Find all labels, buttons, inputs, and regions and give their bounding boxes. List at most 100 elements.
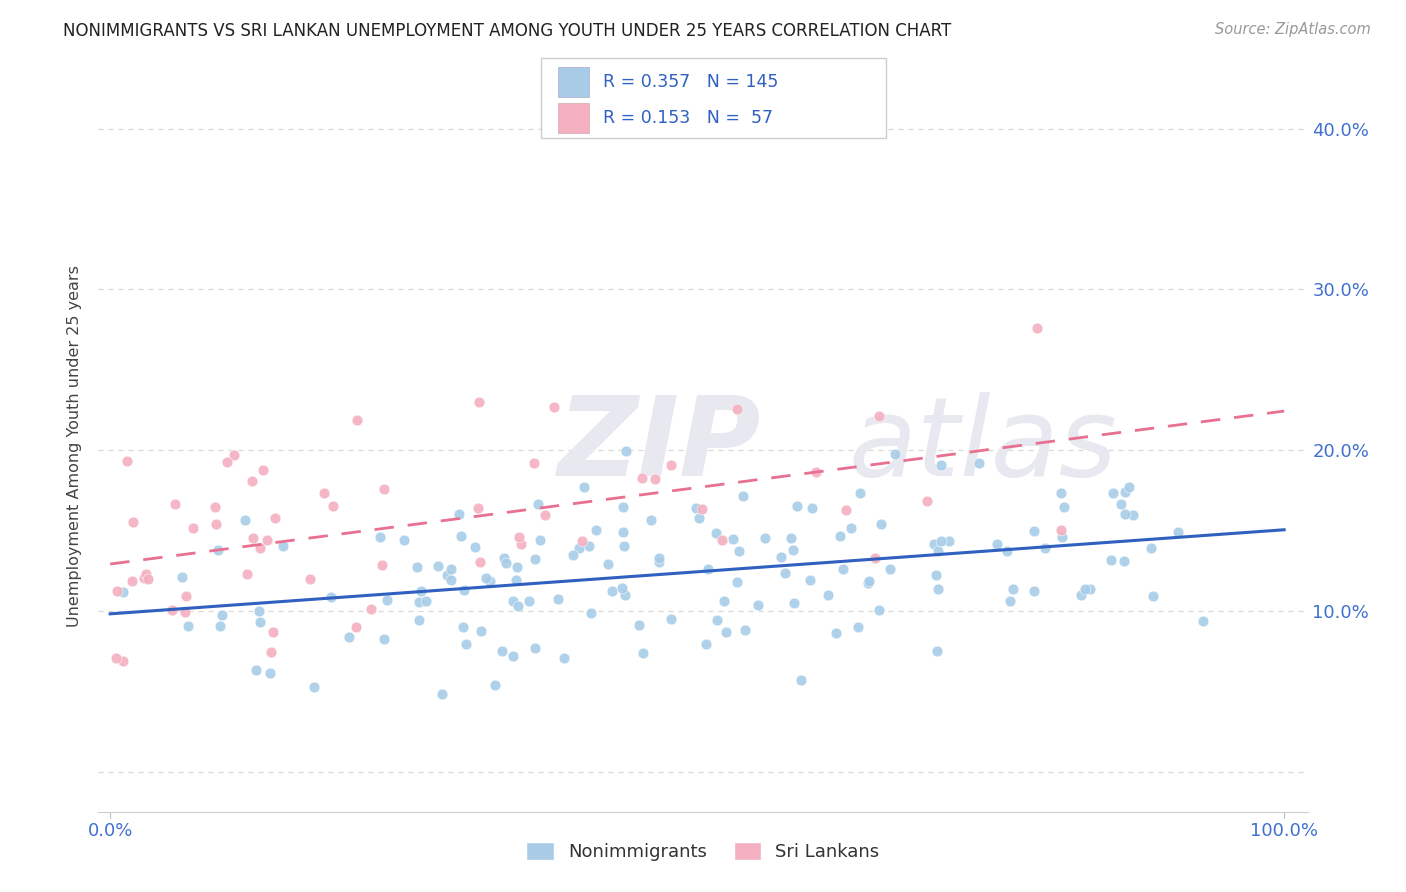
Point <box>436 568 458 582</box>
Point <box>786 500 808 514</box>
Point <box>924 567 946 582</box>
Point <box>1192 615 1215 629</box>
Point <box>1142 589 1164 603</box>
Point <box>377 593 399 607</box>
Point <box>534 508 557 522</box>
Point <box>731 489 754 503</box>
Point <box>631 471 654 485</box>
Point <box>695 637 717 651</box>
Point <box>211 608 233 623</box>
Point <box>468 555 491 569</box>
Point <box>659 458 682 472</box>
Point <box>215 455 238 469</box>
Point <box>865 551 887 566</box>
Point <box>1099 553 1122 567</box>
Point <box>612 500 634 514</box>
Point <box>252 463 274 477</box>
Point <box>846 619 869 633</box>
Point <box>505 573 527 587</box>
Point <box>467 394 489 409</box>
Point <box>800 500 823 515</box>
Point <box>1167 524 1189 539</box>
Point <box>832 562 855 576</box>
Point <box>174 589 197 603</box>
Point <box>782 542 804 557</box>
Point <box>1053 500 1076 514</box>
Point <box>648 550 671 565</box>
Point <box>614 444 637 458</box>
Point <box>506 559 529 574</box>
Point <box>697 562 720 576</box>
Point <box>553 651 575 665</box>
Point <box>105 650 128 665</box>
Point <box>440 561 463 575</box>
Text: ZIP: ZIP <box>558 392 762 500</box>
Point <box>734 623 756 637</box>
Point <box>835 503 858 517</box>
Point <box>262 625 284 640</box>
Point <box>373 632 395 647</box>
Point <box>1139 541 1161 555</box>
Point <box>508 530 530 544</box>
Point <box>406 559 429 574</box>
Point <box>547 591 569 606</box>
Legend: Nonimmigrants, Sri Lankans: Nonimmigrants, Sri Lankans <box>519 835 887 869</box>
Point <box>346 413 368 427</box>
Y-axis label: Unemployment Among Youth under 25 years: Unemployment Among Youth under 25 years <box>67 265 83 627</box>
Point <box>562 548 585 562</box>
Point <box>430 687 453 701</box>
Point <box>773 566 796 581</box>
Point <box>716 624 738 639</box>
Point <box>688 511 710 525</box>
Point <box>627 617 650 632</box>
Point <box>925 644 948 658</box>
Point <box>817 589 839 603</box>
Point <box>174 605 197 619</box>
Point <box>247 603 270 617</box>
Text: Source: ZipAtlas.com: Source: ZipAtlas.com <box>1215 22 1371 37</box>
Point <box>995 544 1018 558</box>
Point <box>467 501 489 516</box>
Point <box>685 501 707 516</box>
Point <box>868 409 890 423</box>
Point <box>1114 554 1136 568</box>
Point <box>571 533 593 548</box>
Point <box>1114 484 1136 499</box>
Point <box>1078 582 1101 596</box>
Point <box>450 529 472 543</box>
Point <box>647 555 669 569</box>
Point <box>613 539 636 553</box>
Point <box>614 588 637 602</box>
Point <box>105 584 128 599</box>
Point <box>780 531 803 545</box>
Point <box>986 537 1008 551</box>
Point <box>706 614 728 628</box>
Point <box>344 620 367 634</box>
Point <box>135 567 157 582</box>
Point <box>967 457 990 471</box>
Point <box>870 517 893 532</box>
Point <box>256 533 278 548</box>
Point <box>725 401 748 416</box>
Point <box>136 572 159 586</box>
Point <box>121 574 143 588</box>
Point <box>263 511 285 525</box>
Point <box>579 606 602 620</box>
Point <box>259 666 281 681</box>
Point <box>770 549 793 564</box>
Point <box>806 465 828 479</box>
Point <box>484 678 506 692</box>
Point <box>392 533 415 548</box>
Point <box>495 556 517 570</box>
Point <box>322 499 344 513</box>
Text: R = 0.153   N =  57: R = 0.153 N = 57 <box>603 109 773 128</box>
Point <box>721 532 744 546</box>
Point <box>524 552 547 566</box>
Point <box>236 567 259 582</box>
Point <box>858 574 880 588</box>
Point <box>602 584 624 599</box>
Point <box>1049 486 1071 500</box>
Point <box>502 594 524 608</box>
Point <box>824 626 846 640</box>
Point <box>868 603 890 617</box>
